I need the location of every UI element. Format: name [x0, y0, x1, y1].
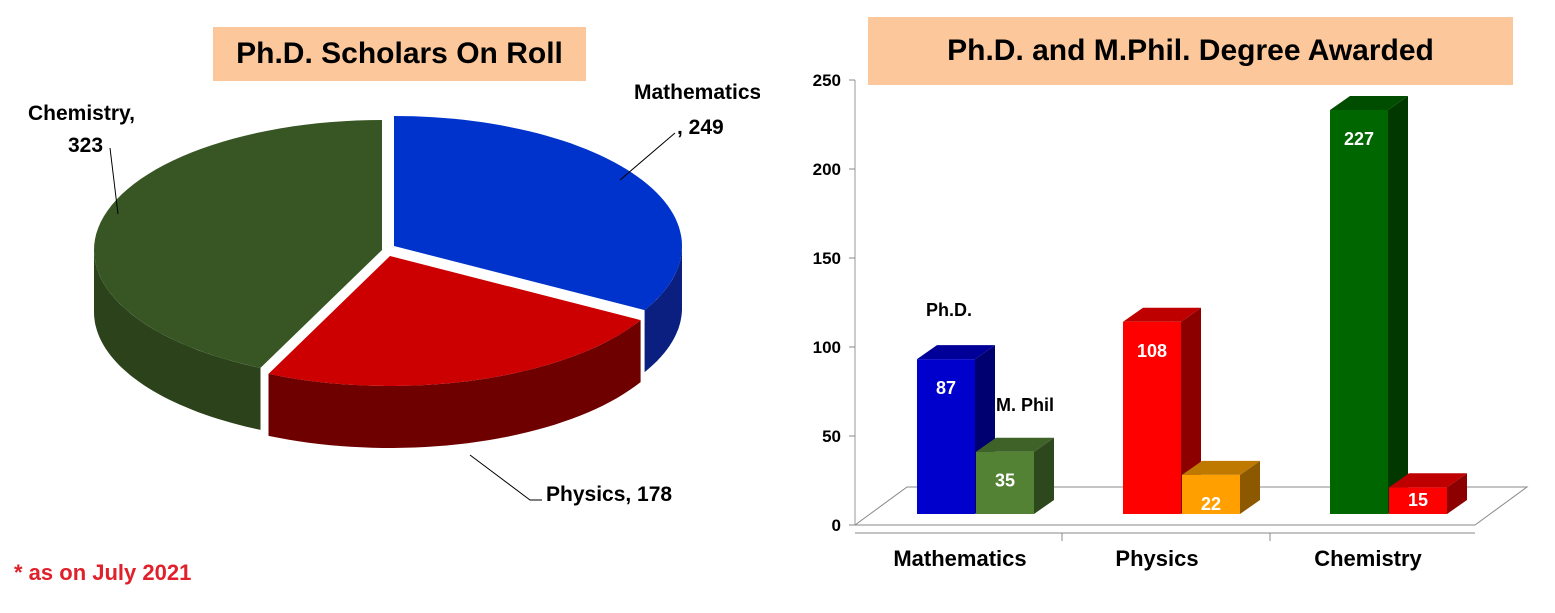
bar-phd-chemistry: 227 [1330, 95, 1408, 514]
bar-phd-mathematics-value: 87 [936, 378, 956, 398]
pie-leader-line [109, 147, 119, 215]
bar-mphil-mathematics-top [976, 437, 1054, 452]
pie-leader-line [619, 132, 676, 181]
bar-mphil-chemistry-front [1389, 487, 1447, 514]
x-category-label: Mathematics [893, 546, 1026, 571]
pie-value-mathematics: , 249 [677, 116, 724, 139]
x-category-label: Physics [1115, 546, 1198, 571]
bar-phd-chemistry-top [1330, 95, 1408, 110]
bar-mphil-chemistry-value: 15 [1408, 490, 1428, 510]
pie-slice-chemistry [94, 120, 382, 368]
bar-phd-physics-side [1181, 307, 1201, 514]
bar-phd-chemistry-side [1388, 95, 1408, 514]
series-label-phd: Ph.D. [926, 300, 972, 320]
pie-slice-side-chemistry [94, 250, 261, 430]
pie-chart: Mathematics , 249 Physics, 178 Chemistry, 32… [28, 81, 760, 506]
bar-mphil-mathematics-side [1034, 437, 1054, 514]
pie-slice-mathematics [394, 116, 682, 311]
bar-phd-physics: 108 [1123, 307, 1201, 514]
bar-phd-physics-top [1123, 307, 1201, 322]
y-tick-label: 50 [822, 427, 841, 446]
y-tick-label: 200 [813, 160, 841, 179]
pie-chart-title: Ph.D. Scholars On Roll [213, 27, 586, 81]
bar-mphil-physics-value: 22 [1201, 494, 1221, 514]
pie-label-physics: Physics, 178 [546, 483, 672, 506]
series-label-mphil: M. Phil [996, 395, 1054, 415]
bar-mphil-mathematics-front [976, 451, 1034, 514]
bar-mphil-physics-side [1240, 460, 1260, 514]
bar-mphil-physics: 22 [1182, 460, 1260, 514]
pie-slice-side-physics [268, 320, 641, 448]
y-tick-label: 100 [813, 338, 841, 357]
bar-phd-mathematics-front [917, 359, 975, 514]
pie-leader-line [469, 454, 542, 501]
bar-phd-mathematics-top [917, 345, 995, 360]
pie-label-chemistry: Chemistry, [28, 102, 135, 125]
y-tick-label: 250 [813, 71, 841, 90]
x-category-label: Chemistry [1314, 546, 1422, 571]
chart-floor [853, 486, 1529, 526]
y-tick-label: 150 [813, 249, 841, 268]
bar-phd-physics-front [1123, 321, 1181, 514]
bar-mphil-physics-top [1182, 460, 1260, 475]
y-tick-label: 0 [832, 516, 841, 535]
bar-mphil-chemistry-top [1389, 473, 1467, 488]
pie-slice-physics [268, 256, 641, 386]
bar-phd-chemistry-value: 227 [1344, 129, 1374, 149]
bar-mphil-chemistry: 15 [1389, 473, 1467, 514]
bar-mphil-chemistry-side [1447, 473, 1467, 514]
bar-mphil-mathematics-value: 35 [995, 471, 1015, 491]
bar-mphil-mathematics: 35 [976, 437, 1054, 514]
bar-phd-physics-value: 108 [1137, 341, 1167, 361]
bar-mphil-physics-front [1182, 474, 1240, 514]
bar-phd-chemistry-front [1330, 109, 1388, 514]
pie-slice-side-mathematics [644, 246, 682, 373]
bar-chart-title: Ph.D. and M.Phil. Degree Awarded [868, 17, 1513, 85]
pie-label-mathematics: Mathematics [634, 81, 760, 104]
pie-value-chemistry: 323 [68, 134, 103, 157]
footnote: * as on July 2021 [14, 560, 192, 585]
